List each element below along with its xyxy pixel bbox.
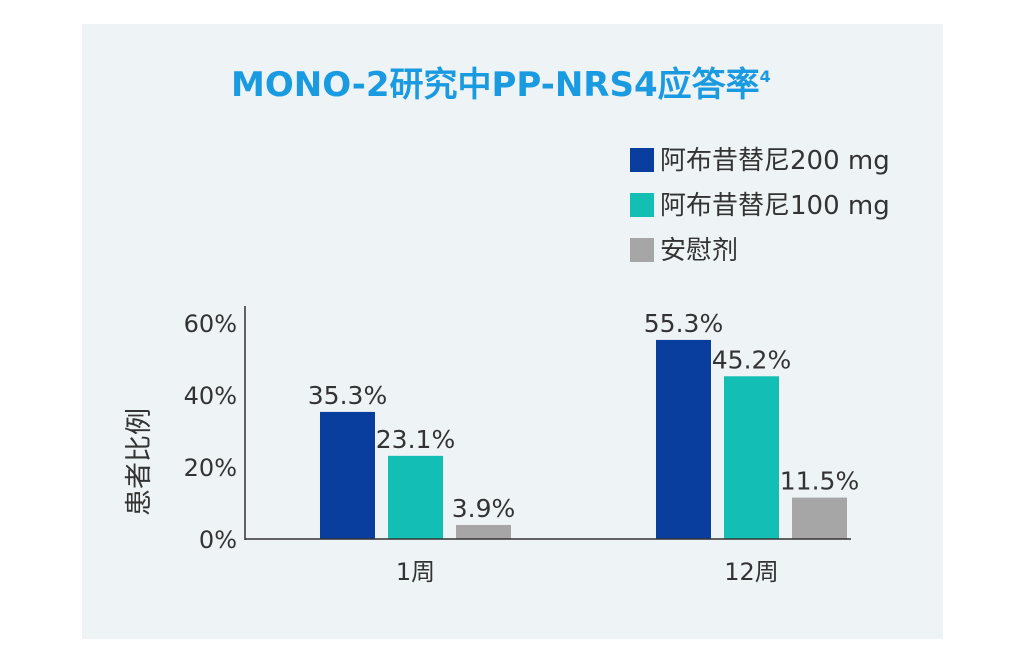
chart-panel: MONO-2研究中PP-NRS4应答率4 阿布昔替尼200 mg 阿布昔替尼100… xyxy=(82,24,943,639)
data-label: 45.2% xyxy=(712,345,791,374)
bar-chart: MONO-2研究中PP-NRS4应答率4 阿布昔替尼200 mg 阿布昔替尼100… xyxy=(82,24,943,639)
chart-title-main: MONO-2研究中PP-NRS4应答率 xyxy=(231,65,760,105)
bar xyxy=(320,411,375,539)
bar xyxy=(792,497,847,539)
data-label: 35.3% xyxy=(308,381,387,410)
y-tick-label: 40% xyxy=(184,382,237,410)
bars: 35.3% 23.1% 3.9% 55.3% 45.2% 11.5% xyxy=(308,309,859,539)
data-label: 3.9% xyxy=(452,494,516,523)
legend-swatch-3 xyxy=(630,238,654,262)
data-label: 55.3% xyxy=(644,309,723,338)
y-tick-label: 0% xyxy=(199,526,237,554)
chart-title-superscript: 4 xyxy=(760,67,771,86)
chart-title: MONO-2研究中PP-NRS4应答率4 xyxy=(231,65,771,105)
x-tick-label: 12周 xyxy=(724,558,779,586)
bar xyxy=(456,524,511,539)
data-label: 11.5% xyxy=(780,467,859,496)
x-tick-label: 1周 xyxy=(396,558,435,586)
x-axis-ticks: 1周 12周 xyxy=(396,558,779,586)
y-tick-label: 20% xyxy=(184,454,237,482)
bar xyxy=(724,376,779,539)
y-axis-label: 患者比例 xyxy=(124,408,155,516)
legend-label-3: 安慰剂 xyxy=(660,236,738,266)
legend-label-2: 阿布昔替尼100 mg xyxy=(660,191,890,221)
y-axis-ticks: 0% 20% 40% 60% xyxy=(184,310,237,554)
bar xyxy=(388,455,443,539)
data-label: 23.1% xyxy=(376,425,455,454)
legend-swatch-2 xyxy=(630,193,654,217)
legend: 阿布昔替尼200 mg 阿布昔替尼100 mg 安慰剂 xyxy=(630,146,890,266)
bar xyxy=(656,339,711,539)
y-tick-label: 60% xyxy=(184,310,237,338)
legend-swatch-1 xyxy=(630,148,654,172)
legend-label-1: 阿布昔替尼200 mg xyxy=(660,146,890,176)
